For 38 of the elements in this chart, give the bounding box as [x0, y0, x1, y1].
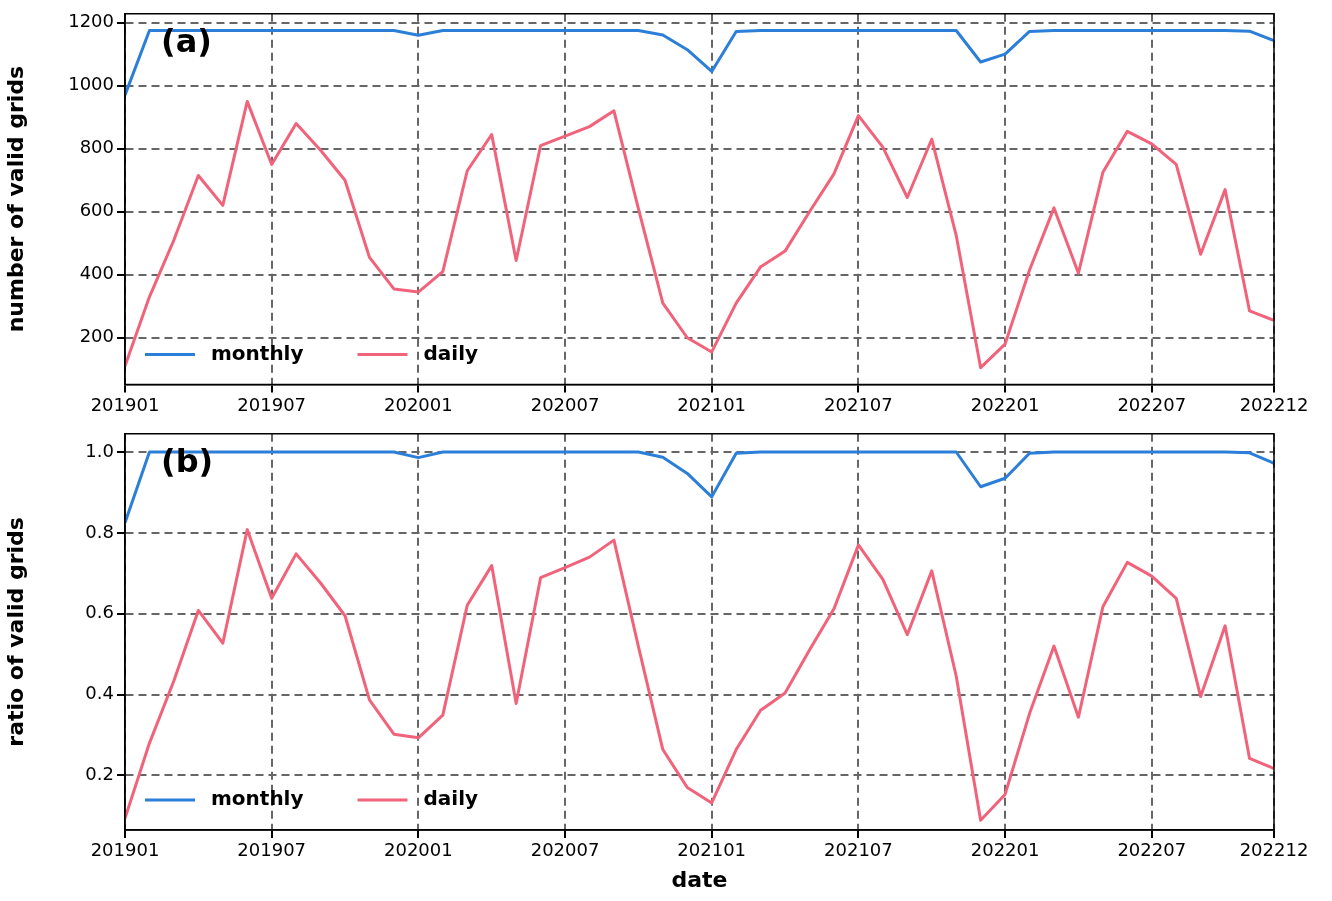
y-tick-label: 0.6: [85, 601, 114, 623]
y-tick-label: 0.4: [85, 682, 114, 704]
annotation: (b): [161, 442, 214, 481]
y-tick-label: 1200: [68, 10, 114, 32]
legend-label: monthly: [211, 340, 304, 365]
y-tick-label: 1.0: [85, 439, 114, 461]
y-tick-label: 200: [79, 325, 114, 347]
x-tick-label: 202007: [530, 839, 600, 861]
x-tick-label: 201907: [237, 839, 307, 861]
y-axis-title: number of valid grids: [2, 65, 28, 333]
x-tick-label: 202007: [530, 393, 600, 415]
x-tick-label: 202107: [824, 393, 893, 415]
x-tick-label: 201907: [237, 393, 307, 415]
y-tick-label: 1000: [68, 73, 114, 95]
x-tick-label: 202207: [1117, 393, 1187, 415]
y-tick-label: 0.2: [85, 763, 114, 785]
legend-label: daily: [423, 786, 479, 811]
x-tick-label: 202001: [384, 839, 453, 861]
x-axis-title: date: [671, 866, 728, 892]
y-tick-label: 800: [79, 136, 114, 158]
x-tick-label: 202101: [677, 839, 747, 861]
x-tick-label: 201901: [90, 839, 160, 861]
annotation: (a): [161, 22, 212, 61]
x-tick-label: 201901: [90, 393, 160, 415]
x-tick-label: 202201: [970, 839, 1040, 861]
x-tick-label: 202001: [384, 393, 453, 415]
y-tick-label: 400: [79, 262, 114, 284]
y-tick-label: 600: [79, 199, 114, 221]
x-tick-label: 202207: [1117, 839, 1187, 861]
y-axis-title: ratio of valid grids: [2, 517, 28, 747]
x-tick-label: 202201: [970, 393, 1040, 415]
legend-label: monthly: [211, 786, 304, 811]
legend-label: daily: [423, 340, 479, 365]
x-tick-label: 202212: [1239, 393, 1309, 415]
x-tick-label: 202101: [677, 393, 747, 415]
x-tick-label: 202212: [1239, 839, 1309, 861]
y-tick-label: 0.8: [85, 520, 114, 542]
x-tick-label: 202107: [824, 839, 893, 861]
